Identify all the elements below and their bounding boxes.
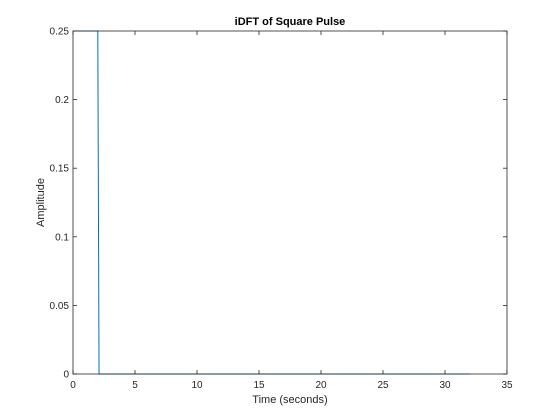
x-tick-label: 25 — [377, 380, 389, 391]
y-tick-label: 0.1 — [55, 232, 69, 243]
y-tick-label: 0.25 — [50, 27, 70, 38]
y-tick-label: 0.15 — [50, 164, 70, 175]
y-ticks: 0 0.05 0.1 0.15 0.2 0.25 — [50, 27, 507, 381]
x-tick-label: 20 — [315, 380, 327, 391]
x-tick-label: 0 — [70, 380, 76, 391]
axes-box — [72, 30, 508, 375]
y-axis-label: Amplitude — [35, 178, 47, 227]
x-tick-label: 35 — [501, 380, 513, 391]
x-tick-label: 30 — [439, 380, 451, 391]
x-tick-label: 10 — [191, 380, 203, 391]
x-ticks: 0 5 10 15 20 25 30 35 — [70, 31, 513, 391]
x-tick-label: 5 — [132, 380, 138, 391]
chart-title: iDFT of Square Pulse — [235, 16, 346, 28]
plot-area — [73, 31, 507, 374]
y-tick-label: 0 — [63, 370, 69, 381]
y-tick-label: 0.2 — [55, 95, 69, 106]
x-tick-label: 15 — [253, 380, 265, 391]
y-tick-label: 0.05 — [50, 301, 70, 312]
x-axis-label: Time (seconds) — [252, 394, 327, 406]
